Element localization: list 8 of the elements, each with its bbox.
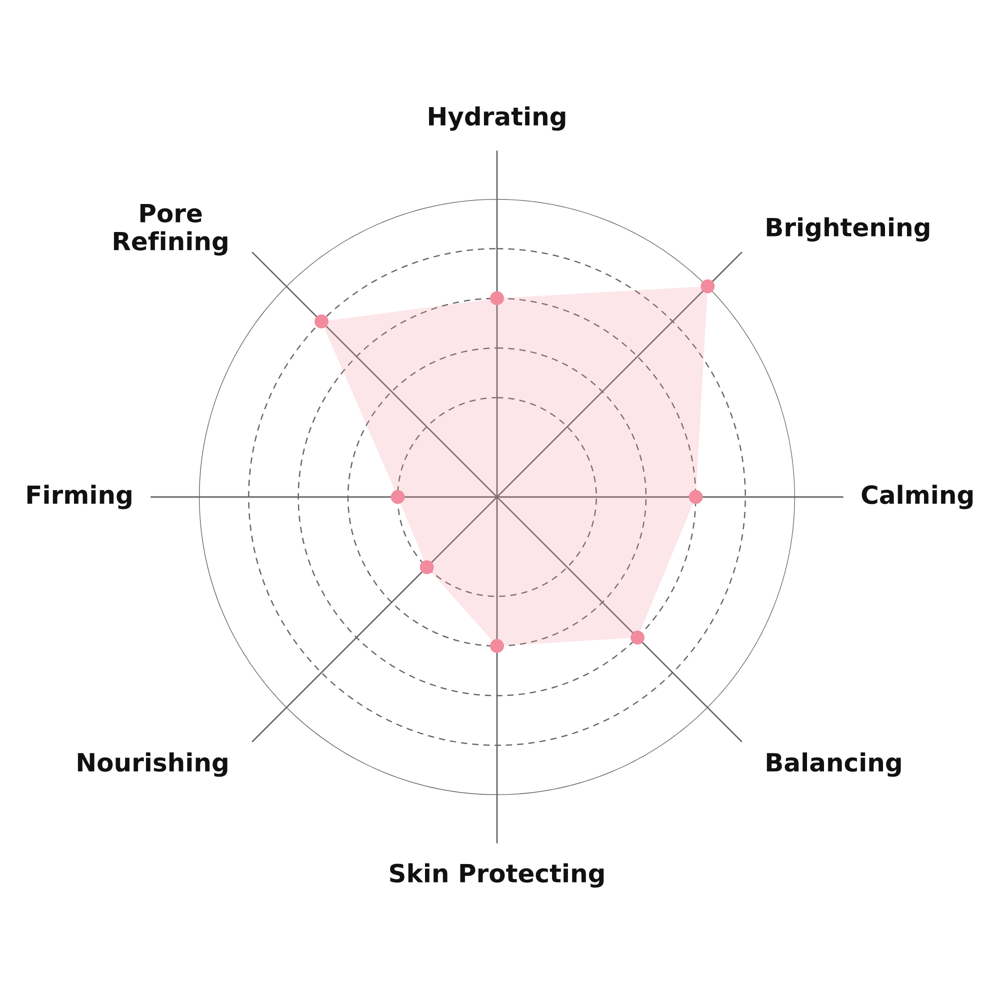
spoke-label: Calming xyxy=(862,484,973,510)
spoke-label: Pore Refining xyxy=(114,204,228,256)
spoke-label: Nourishing xyxy=(78,752,228,777)
spoke-label: Skin Protecting xyxy=(390,863,604,888)
spoke-label: Balancing xyxy=(766,752,901,777)
spoke-label: Firming xyxy=(27,484,132,510)
spoke-label: Hydrating xyxy=(429,106,566,131)
spoke-label: Brightening xyxy=(766,217,930,242)
